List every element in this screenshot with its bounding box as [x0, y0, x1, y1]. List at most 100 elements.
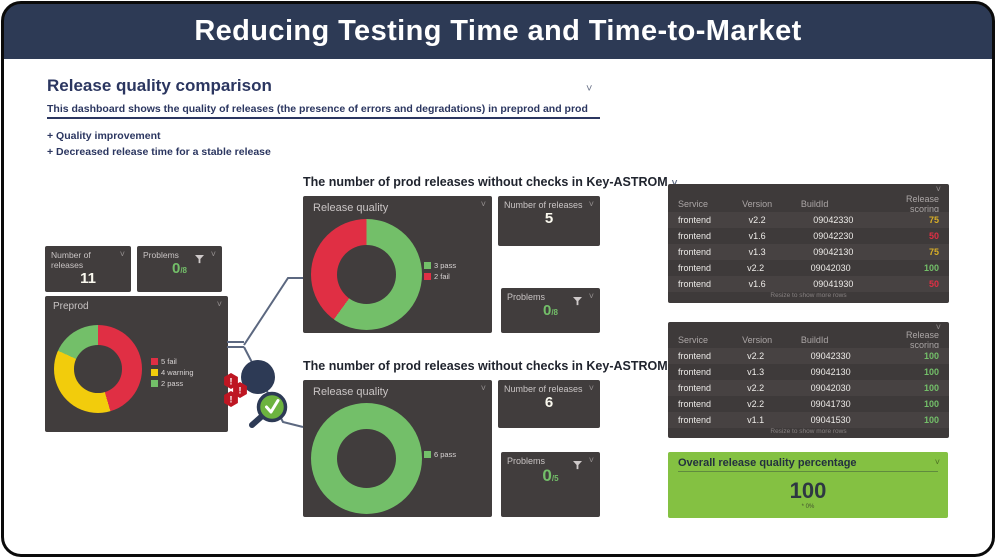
legend-item[interactable]: 3 pass [424, 261, 456, 270]
filter-icon[interactable] [573, 457, 582, 475]
section-title-prod-2: The number of prod releases without chec… [303, 359, 678, 373]
cell-service: frontend [678, 263, 712, 273]
release-quality-legend-2: 6 pass [424, 450, 456, 459]
dashboard-title: Release quality comparison [47, 76, 272, 95]
stat-value: 0 [171, 260, 181, 277]
dashboard-subtitle: This dashboard shows the quality of rele… [47, 103, 588, 115]
panel-release-quality-1: ˅ Release quality 3 pass 2 fail [303, 196, 492, 333]
cell-score: 50 [928, 231, 939, 241]
legend-item[interactable]: 2 fail [424, 272, 456, 281]
legend-item[interactable]: 5 fail [151, 357, 194, 366]
stat-value: 100 [789, 478, 827, 503]
cell-service: frontend [678, 399, 712, 410]
cell-version: v2.2 [747, 399, 765, 410]
panel-title: Problems [507, 292, 546, 302]
panel-title: Problems [507, 456, 546, 466]
cell-version: v2.2 [748, 215, 766, 225]
stat-value: 6 [544, 394, 554, 411]
chevron-down-icon[interactable]: ˅ [216, 299, 222, 309]
cell-score: 100 [923, 383, 939, 394]
header-divider [47, 117, 600, 119]
table-header: Service Version BuildId Release scoring [678, 330, 939, 351]
bullet-decreased-release-time: + Decreased release time for a stable re… [47, 146, 271, 158]
panel-preprod-release-count: ˅ Number of releases 11 [45, 246, 131, 292]
stat-delta: * 0% [801, 504, 815, 510]
filter-icon[interactable] [195, 251, 204, 269]
cell-build: 09042030 [810, 383, 851, 394]
filter-icon[interactable] [573, 293, 582, 311]
cell-build: 09041530 [810, 415, 851, 426]
legend-item[interactable]: 4 warning [151, 368, 194, 377]
legend-swatch [151, 358, 158, 365]
section-title-prod-1: The number of prod releases without chec… [303, 175, 678, 189]
cell-score: 100 [923, 399, 939, 410]
stat-value: 5 [544, 210, 554, 227]
chevron-down-icon[interactable]: ˅ [588, 291, 594, 301]
bullet-quality-improvement: + Quality improvement [47, 130, 161, 142]
table-row: frontend v2.2 09041730 100 [668, 396, 949, 412]
cell-score: 75 [928, 215, 939, 225]
chevron-down-icon[interactable]: ˅ [588, 383, 594, 393]
preprod-donut-legend: 5 fail 4 warning 2 pass [151, 357, 194, 388]
chevron-down-icon[interactable]: ˅ [586, 83, 593, 95]
cell-service: frontend [678, 247, 712, 257]
cell-service: frontend [678, 383, 712, 394]
cell-build: 09041930 [813, 279, 854, 289]
cell-service: frontend [678, 351, 712, 362]
chevron-down-icon[interactable]: ˅ [672, 178, 678, 189]
stat-value: 11 [80, 270, 96, 287]
table-body: frontend v2.2 09042330 75 frontend v1.6 … [668, 212, 949, 292]
table-row: frontend v1.3 09042130 75 [668, 244, 949, 260]
cell-build: 09042230 [813, 231, 854, 241]
cell-score: 50 [928, 279, 939, 289]
cell-build: 09042330 [813, 215, 854, 225]
panel-title: Number of releases [504, 384, 583, 394]
chevron-down-icon[interactable]: ˅ [588, 199, 594, 209]
title-banner: Reducing Testing Time and Time-to-Market [3, 3, 993, 59]
table-header: Service Version BuildId Release scoring [678, 194, 939, 214]
chevron-down-icon[interactable]: ˅ [210, 249, 216, 259]
cell-build: 09042130 [813, 247, 854, 257]
panel-preprod-problems: ˅ Problems 0/8 [137, 246, 222, 292]
svg-text:!: ! [239, 386, 242, 396]
cell-score: 75 [928, 247, 939, 257]
release-quality-donut-2 [311, 403, 422, 514]
panel-title: Release quality [313, 386, 389, 398]
cell-score: 100 [923, 415, 939, 426]
stat-value: 0 [542, 466, 552, 485]
cell-build: 09041730 [810, 399, 851, 410]
release-scoring-table-1: ˅ Service Version BuildId Release scorin… [668, 184, 949, 303]
connector-branch-up [243, 277, 303, 346]
legend-item[interactable]: 6 pass [424, 450, 456, 459]
cell-version: v2.2 [747, 351, 765, 362]
cell-version: v2.2 [747, 263, 765, 273]
chevron-down-icon[interactable]: ˅ [935, 322, 941, 332]
stat-total: /8 [180, 266, 187, 275]
panel-title: Number of releases [51, 250, 91, 270]
chevron-down-icon[interactable]: ˅ [588, 455, 594, 465]
cell-service: frontend [678, 215, 712, 225]
cell-version: v1.3 [748, 247, 766, 257]
panel-overall-quality: ˅ Overall release quality percentage 100… [668, 452, 948, 518]
table-row: frontend v1.3 09042130 100 [668, 364, 949, 380]
chevron-down-icon[interactable]: ˅ [480, 383, 486, 393]
error-badge-icon [224, 391, 238, 407]
table-row: frontend v1.6 09042230 50 [668, 228, 949, 244]
chevron-down-icon[interactable]: ˅ [934, 457, 940, 467]
legend-item[interactable]: 2 pass [151, 379, 194, 388]
cell-score: 100 [923, 263, 939, 273]
chevron-down-icon[interactable]: ˅ [119, 249, 125, 259]
check-magnifier-icon [256, 391, 288, 423]
panel-release-count-1: ˅ Number of releases 5 [498, 196, 600, 246]
flow-connector-graphic: ! ! ! [224, 277, 304, 428]
cell-service: frontend [678, 279, 712, 289]
panel-release-quality-2: ˅ Release quality 6 pass [303, 380, 492, 517]
cell-version: v2.2 [747, 383, 765, 394]
chevron-down-icon[interactable]: ˅ [480, 199, 486, 209]
magnifier-handle [249, 414, 264, 428]
legend-swatch [424, 273, 431, 280]
cell-version: v1.6 [748, 279, 766, 289]
cell-version: v1.1 [747, 415, 765, 426]
legend-swatch [424, 262, 431, 269]
chevron-down-icon[interactable]: ˅ [935, 184, 941, 194]
